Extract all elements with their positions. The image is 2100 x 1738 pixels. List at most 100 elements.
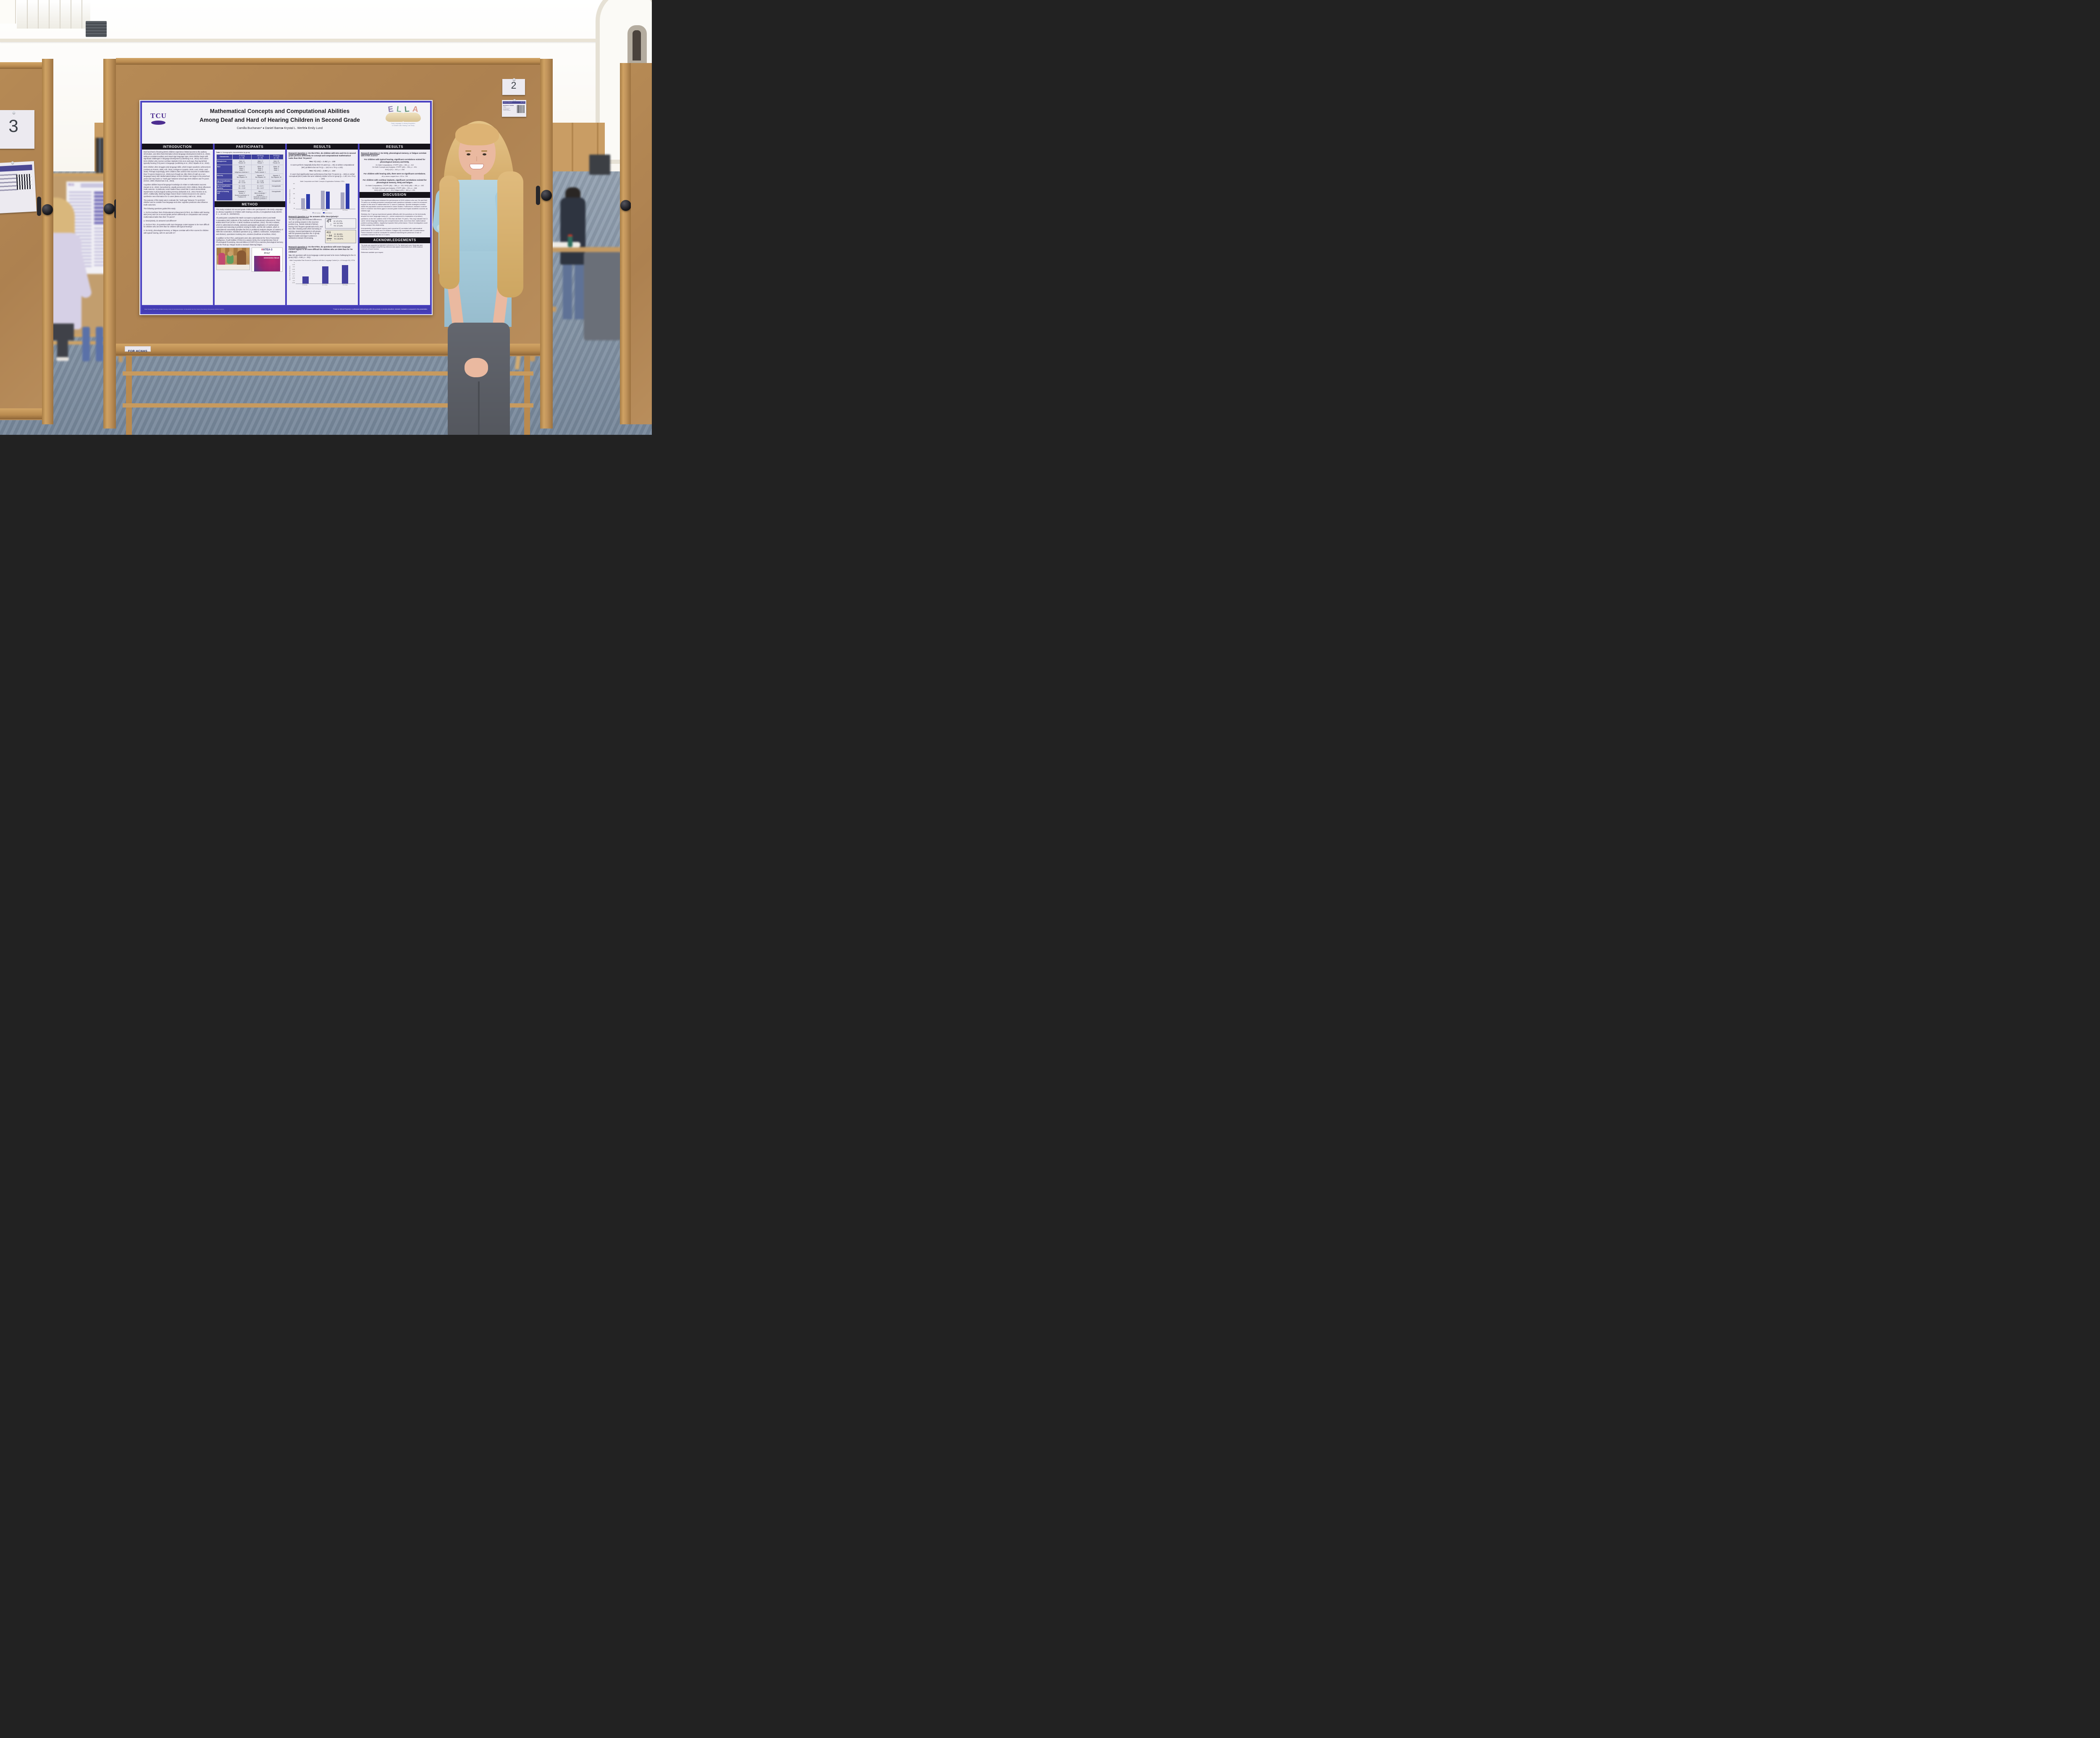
rq3-heading: Research Question 3: Do NVIQ, phonologic… (361, 152, 429, 157)
window-upper-left (17, 0, 90, 29)
board-center-top-rail (116, 58, 540, 65)
bar-group-ha (321, 183, 330, 209)
y-tick: 105 (293, 188, 295, 189)
intro-paragraph: Deaf and hard of hearing (DHH) children … (144, 151, 210, 165)
presenter (420, 113, 563, 435)
rq1-answer2-yes: Yes (309, 170, 313, 172)
rq1a-label: Research Question 1.a (289, 215, 309, 218)
board-left-bottom-rail (0, 408, 50, 419)
intro-paragraph: The following questions guided this stud… (144, 207, 176, 210)
rq1-answer2-stat: Yes: F(2,101) = 3.860, p = .024 (289, 170, 356, 173)
table-cell: Mild: 1 Mild to moderate: 7 Moderate: 7 … (251, 189, 270, 201)
poster-board-right (631, 63, 652, 424)
rq1-answer1-body: CI users perform marginally below their … (290, 164, 354, 168)
y-tick: 10.55 (292, 282, 295, 284)
legend-label-mc: MC Subtest (314, 212, 321, 214)
template-credit: Poster Template ©2009 Texas Christian Un… (144, 308, 224, 310)
photo-girl-hair (236, 250, 246, 267)
rq1a-text: : Do answers differ descriptively? (308, 215, 339, 218)
rq1-text: : On the KTEA, do children with HAs and … (289, 152, 356, 159)
gray-bin (584, 252, 622, 340)
qr-code (517, 105, 525, 113)
board-center-leg (126, 355, 132, 435)
row-label: Age of identification (months) (216, 179, 233, 185)
board-center-stretcher (123, 403, 533, 408)
background-table (543, 247, 622, 252)
open-book-icon (386, 112, 421, 122)
acknowledgements-paragraph: References available upon request. (361, 251, 383, 253)
mc-raw-scores-chart: Math Computation Raw Scores for Question… (289, 260, 355, 286)
row-label: Race (216, 165, 233, 174)
ci-stat: NVIQ r(37) = .407, p = .014; Fatigue r(3… (374, 189, 415, 192)
rq1a-content: Yes, the CI group demonstrated differenc… (289, 218, 356, 245)
board-post (620, 63, 631, 424)
legend-item: MCA Subtest (323, 212, 332, 214)
legend-label-mca: MCA Subtest (325, 212, 332, 214)
rq2-heading: Research Question 2: On the KTEA, do que… (289, 246, 356, 253)
ella-logo: E L L A Early Language & Literacy Acquis… (382, 105, 424, 142)
table-row: Degree of hearing loss Moderate: 1 Sever… (216, 189, 284, 201)
photo-person-hair (227, 251, 233, 256)
session-card-left-header (0, 164, 32, 172)
administration-manual-cover: Administration Manual (254, 255, 280, 271)
rq2-body: , MC questions with more language conten… (289, 254, 356, 259)
acknowledgements-paragraph: This study was supported by NIH/NIDCD (R… (361, 244, 423, 250)
minuend: 411 (326, 231, 331, 234)
session-card: Session 1 | Poster #2 SRC 2025 Buchanan,… (502, 99, 526, 117)
tcu-logo: TCU (150, 112, 167, 125)
subtraction-example: 411 − 84 473 CI: 30.30% HA: 21.74% TH: 2… (325, 229, 356, 244)
session-card-left-lines (0, 174, 18, 192)
book-page-right (403, 113, 421, 122)
judge-name: Gina Alexander (503, 109, 509, 110)
table-cell: M = 12.88 SD = 15.28 (251, 179, 270, 185)
photo-table (216, 264, 249, 270)
bar-ha-raw (322, 266, 329, 284)
rq1a-heading: Research Question 1.a: Do answers differ… (289, 216, 356, 218)
rq2-text: : On the KTEA, do questions with more la… (289, 246, 353, 253)
row-label: Ethnicity (216, 174, 233, 180)
ella-subtitle-line1: Early Language & Literacy Acquisition (391, 123, 415, 124)
rq2-yes: Yes (289, 254, 292, 256)
book-page-left (386, 113, 403, 122)
bar-ha-mc (321, 191, 325, 209)
judge-name: Catherine Stephens (503, 110, 511, 111)
background-woman-shoe (56, 357, 69, 361)
x-label: HA Group (322, 209, 328, 211)
administration-manual-label: Administration Manual (263, 257, 279, 259)
presenter-hair-strand-left (439, 176, 459, 289)
poster-title-line1: Mathematical Concepts and Computational … (210, 108, 350, 114)
y-tick: 10.75 (292, 273, 295, 275)
chart1-plot-area (295, 183, 355, 210)
th-stat: NVIQ r(37) = .402, p = .008 (385, 169, 404, 171)
presenter-hands (465, 358, 488, 377)
y-tick: 10.8 (292, 271, 295, 273)
table-row: Age of identification (months) M = 8.01 … (216, 179, 284, 185)
section-header-introduction: INTRODUCTION (142, 144, 213, 150)
y-tick: 10.6 (292, 280, 295, 281)
ha-note: All p values ranged from .133 to .789 (381, 175, 408, 177)
rq1-answer2-values: : F(2,101) = 3.860, p = .024 (312, 169, 336, 172)
column-header: Characteristic (216, 154, 233, 160)
bar-th-mca (346, 184, 350, 209)
ktea3-brief-image: KKTEA·3 Brief Administration Manual (251, 247, 283, 272)
discussion-paragraph: Unexpectedly, phonological memory and no… (361, 227, 425, 236)
research-question-2: 2. On the KTEA, do questions with more l… (144, 223, 209, 228)
presenter-pants-seam (478, 381, 480, 435)
presenter-nose (476, 156, 477, 161)
section-header-participants: PARTICIPANTS (214, 144, 285, 150)
th-stat: On Math Concepts and Analysis, CTOPP r(4… (372, 166, 417, 168)
photo-scene: TCU (0, 0, 652, 435)
bar-ci-mc (301, 198, 305, 209)
table-row: Age of amplification (months) M = 12.62 … (216, 184, 284, 190)
y-tick: 100 (293, 193, 295, 195)
chart2-y-ticks: 11 10.95 10.9 10.85 10.8 10.75 10.7 10.6… (291, 262, 296, 284)
ha-correlations-heading: For children with hearing aids, there we… (363, 172, 426, 175)
window-far-left (0, 0, 16, 24)
subtraction-problem: 411 − 84 473 (326, 231, 332, 242)
wall-speaker (589, 155, 610, 175)
presenter-smile (470, 164, 484, 169)
table-caption-number: Table 1. (216, 151, 222, 153)
session-card-judges: Judges: Leah Zimmerman Gina Alexander Ca… (503, 107, 511, 111)
y-tick: 90 (294, 202, 295, 204)
rq2-answer: Yes, MC questions with more language con… (289, 254, 356, 259)
